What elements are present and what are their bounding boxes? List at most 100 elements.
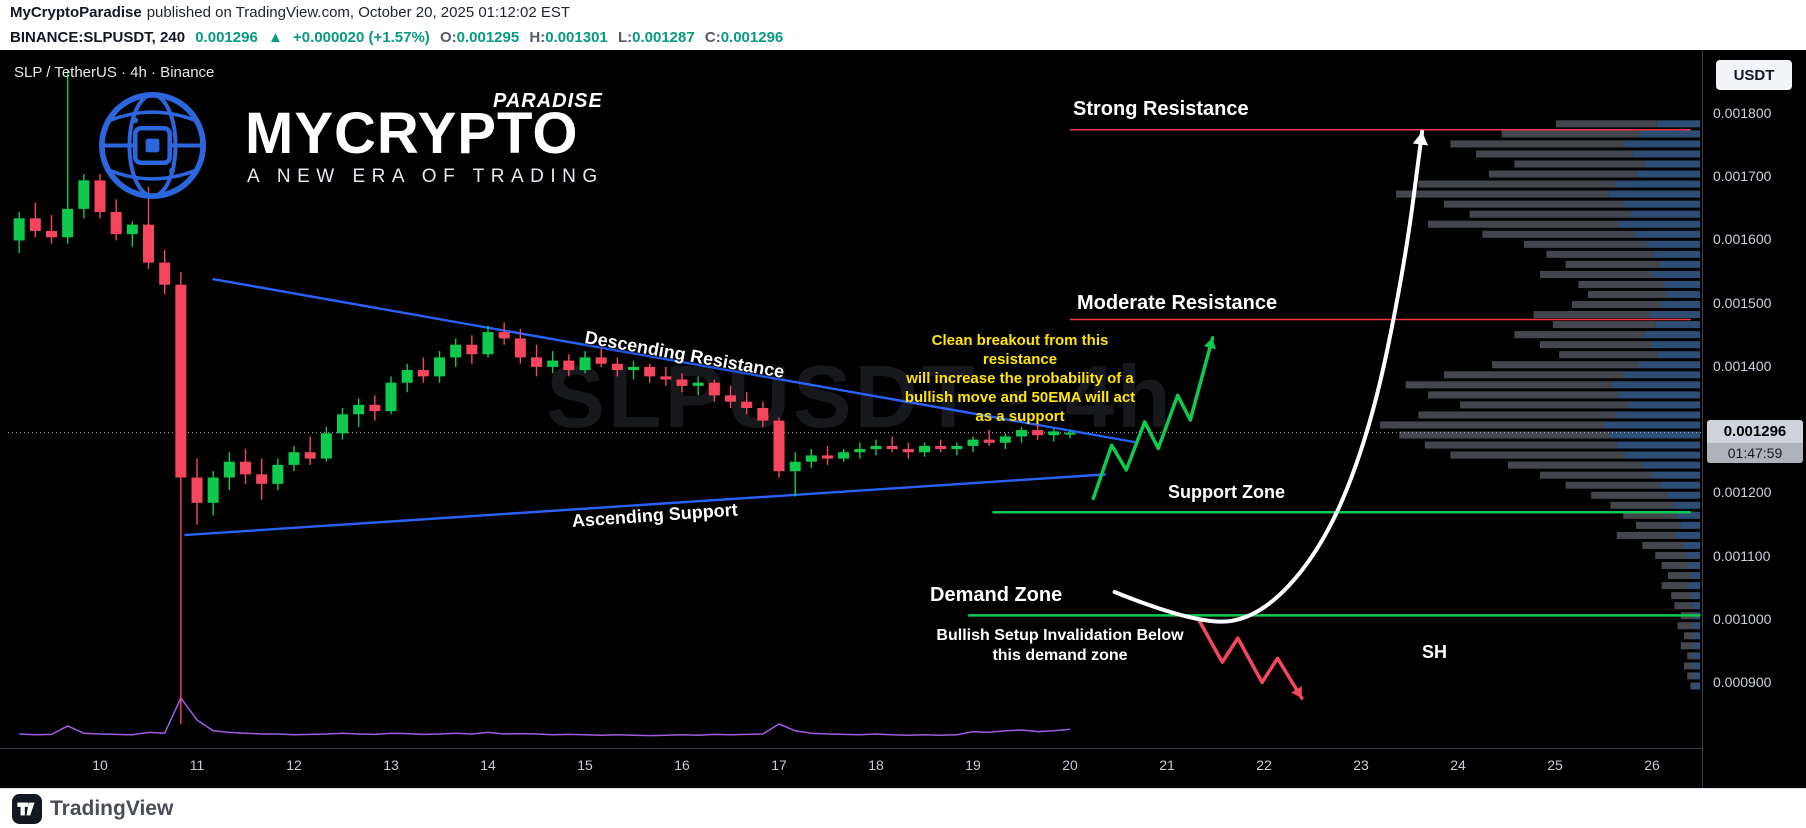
candle-body (29, 218, 41, 231)
volume-profile-bar (1418, 180, 1616, 188)
candle-body (773, 420, 785, 472)
author-name: MyCryptoParadise (10, 4, 142, 21)
volume-profile-bar-blue (1691, 592, 1700, 600)
volume-profile-bar (1469, 210, 1631, 218)
volume-profile-bar-blue (1642, 461, 1700, 469)
volume-profile-bar (1684, 662, 1693, 670)
volume-profile-bar-blue (1634, 230, 1700, 238)
bearish-arrowhead (1291, 686, 1302, 699)
candle-body (595, 357, 607, 364)
volume-profile-bar-blue (1623, 371, 1700, 379)
time-tick-label: 16 (674, 757, 690, 773)
time-tick-label: 12 (286, 757, 302, 773)
candle-body (272, 464, 284, 484)
volume-profile-bar (1687, 652, 1693, 660)
price-tick-label: 0.001000 (1713, 610, 1772, 627)
bearish-zigzag-arrow[interactable] (1196, 616, 1304, 700)
bullish-zigzag-arrow[interactable] (1091, 336, 1215, 501)
volume-profile-bar (1450, 451, 1626, 459)
volume-profile-bar-blue (1652, 471, 1700, 479)
currency-usdt-button[interactable]: USDT (1716, 60, 1792, 90)
projection-curve-arrow[interactable] (1112, 129, 1425, 624)
volume-profile-bar (1399, 431, 1610, 439)
candle-body (514, 338, 526, 358)
close-label: C: (704, 29, 721, 46)
candle-body (611, 363, 623, 371)
brand-logo-text: PARADISE MYCRYPTO A NEW ERA OF TRADING (245, 88, 645, 208)
volume-profile-bar (1674, 602, 1693, 610)
volume-profile-bar-blue (1652, 341, 1700, 349)
volume-profile-bar (1405, 381, 1612, 389)
price-axis[interactable]: USDT 0.001800 0.001700 0.001600 0.001500 0.0… (1702, 50, 1806, 788)
breakout-note-line: Clean breakout from this resistance (931, 332, 1109, 368)
time-tick-label: 13 (383, 757, 399, 773)
volume-profile-bar-blue (1653, 250, 1700, 258)
price-chart-canvas (8, 69, 1702, 737)
candle-body (94, 180, 106, 212)
volume-profile-bar-blue (1688, 561, 1700, 570)
time-tick-label: 17 (771, 757, 787, 773)
volume-profile-bar (1565, 481, 1660, 489)
volume-profile-bar-blue (1625, 451, 1700, 459)
candle-body (547, 360, 559, 367)
candle-body (240, 461, 252, 475)
candle-body (628, 366, 640, 371)
price-tick-label: 0.001700 (1713, 168, 1772, 185)
time-tick-label: 21 (1159, 757, 1175, 773)
time-tick-label: 25 (1547, 757, 1563, 773)
volume-profile-bar (1450, 140, 1626, 148)
candle-body (288, 452, 300, 465)
volume-profile-bar (1616, 531, 1676, 539)
candle-body (563, 360, 575, 371)
globe-icon (99, 92, 206, 199)
time-tick-label: 22 (1256, 757, 1272, 773)
candle-body (320, 433, 332, 459)
tradingview-logo-icon[interactable] (12, 793, 42, 824)
candle-body (256, 474, 268, 484)
volume-profile-bar (1572, 301, 1662, 309)
candle-body (353, 404, 365, 415)
chart-panel[interactable]: SLPUSDT · 4h SLP / TetherUS · 4h · Binan… (0, 50, 1806, 788)
time-axis[interactable]: 10 11 12 13 14 15 16 17 18 19 20 21 22 23 24 25 26 (0, 748, 1702, 788)
volume-profile-bar-blue (1676, 511, 1700, 519)
volume-profile-bar (1578, 280, 1664, 288)
time-tick-label: 26 (1644, 757, 1660, 773)
candle-body (660, 376, 672, 380)
brand-mycrypto: MYCRYPTO (245, 101, 579, 166)
tradingview-wordmark[interactable]: TradingView (50, 796, 174, 820)
volume-profile-bar-blue (1647, 240, 1700, 248)
breakout-note-line: as a support (975, 408, 1065, 425)
volume-profile-bar-blue (1608, 190, 1700, 198)
trendline-ascending-support[interactable] (184, 473, 1106, 537)
tradingview-footer: TradingView (0, 788, 1806, 828)
volume-profile-bar-blue (1693, 642, 1700, 650)
volume-profile-bar (1418, 411, 1616, 419)
volume-profile-bar-blue (1667, 491, 1700, 499)
last-price-badge[interactable]: 0.001296 01:47:59 (1707, 419, 1803, 463)
support-zone-label: Support Zone (1168, 482, 1285, 502)
volume-profile-bar-blue (1636, 170, 1700, 178)
candle-body (708, 382, 720, 396)
volume-profile-bar-blue (1637, 361, 1700, 369)
volume-profile-bar-blue (1604, 421, 1700, 429)
low-label: L: (617, 29, 633, 46)
price-change: +0.000020 (+1.57%) (293, 29, 430, 46)
brand-tagline: A NEW ERA OF TRADING (247, 166, 604, 187)
time-tick-label: 18 (868, 757, 884, 773)
bullish-arrowhead (1203, 337, 1216, 350)
volume-profile-bar-blue (1663, 280, 1700, 288)
volume-profile-bar (1428, 220, 1619, 228)
volume-profile-bar-blue (1644, 160, 1700, 168)
volume-profile-bar (1591, 491, 1668, 499)
trendline-descending-resistance[interactable] (212, 277, 1136, 444)
volume-profile-bar-blue (1615, 180, 1700, 188)
volume-profile-bar-blue (1690, 572, 1700, 580)
time-tick-label: 11 (189, 757, 205, 773)
candle-body (78, 180, 90, 209)
candle-body (126, 224, 138, 235)
candle-body (207, 477, 219, 503)
candle-body (175, 284, 187, 478)
stop-hunt-label: SH (1422, 642, 1448, 662)
volume-profile-bar-blue (1675, 531, 1700, 539)
